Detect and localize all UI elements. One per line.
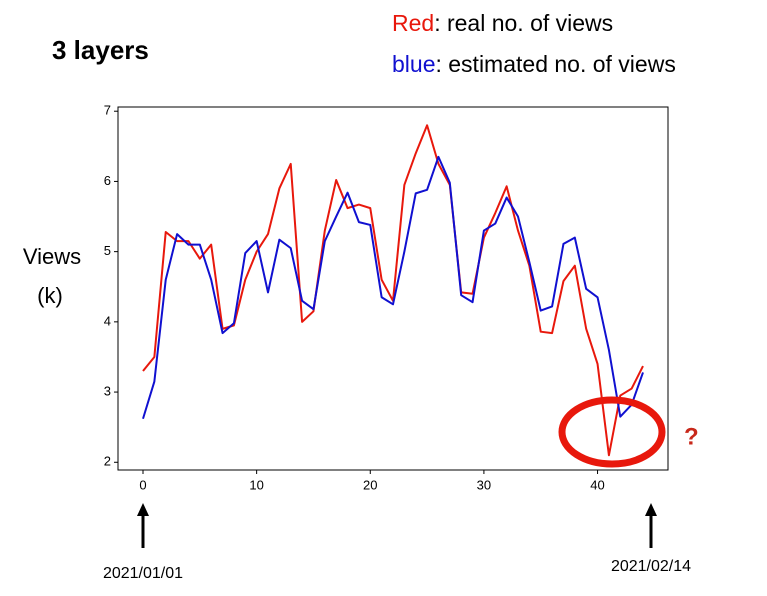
highlight-ellipse — [558, 396, 666, 468]
y-tick-label: 2 — [104, 454, 111, 469]
y-tick-label: 5 — [104, 243, 111, 258]
x-tick-label: 20 — [363, 477, 377, 492]
x-tick-label: 30 — [477, 477, 491, 492]
line-series — [142, 124, 644, 457]
annotation: ? — [684, 423, 699, 450]
legend-key: blue — [392, 51, 435, 77]
legend-entry: blue: estimated no. of views — [392, 51, 676, 77]
x-tick-label: 10 — [249, 477, 263, 492]
arrow — [137, 503, 657, 548]
y-tick-label: 7 — [104, 103, 111, 118]
plot-area: 2 3 4 5 6 7 0 10 20 30 40 — [104, 103, 644, 492]
x-tick-label: 40 — [590, 477, 604, 492]
line-series — [142, 155, 644, 420]
plot-frame — [117, 106, 669, 471]
legend-key: Red — [392, 10, 434, 36]
legend-label: : estimated no. of views — [435, 51, 675, 77]
chart-title: 3 layers — [52, 35, 149, 65]
y-tick-label: 3 — [104, 384, 111, 399]
annotation: 2021/02/14 — [611, 558, 691, 575]
y-tick-label: 4 — [104, 313, 111, 328]
x-tick-label: 0 — [139, 477, 146, 492]
legend-label: : real no. of views — [434, 10, 613, 36]
y-tick-label: 6 — [104, 173, 111, 188]
y-axis-label: Views — [23, 244, 81, 269]
legend-entry: Red: real no. of views — [392, 10, 613, 36]
y-axis-label: (k) — [37, 283, 63, 308]
annotation: 2021/01/01 — [103, 565, 183, 582]
